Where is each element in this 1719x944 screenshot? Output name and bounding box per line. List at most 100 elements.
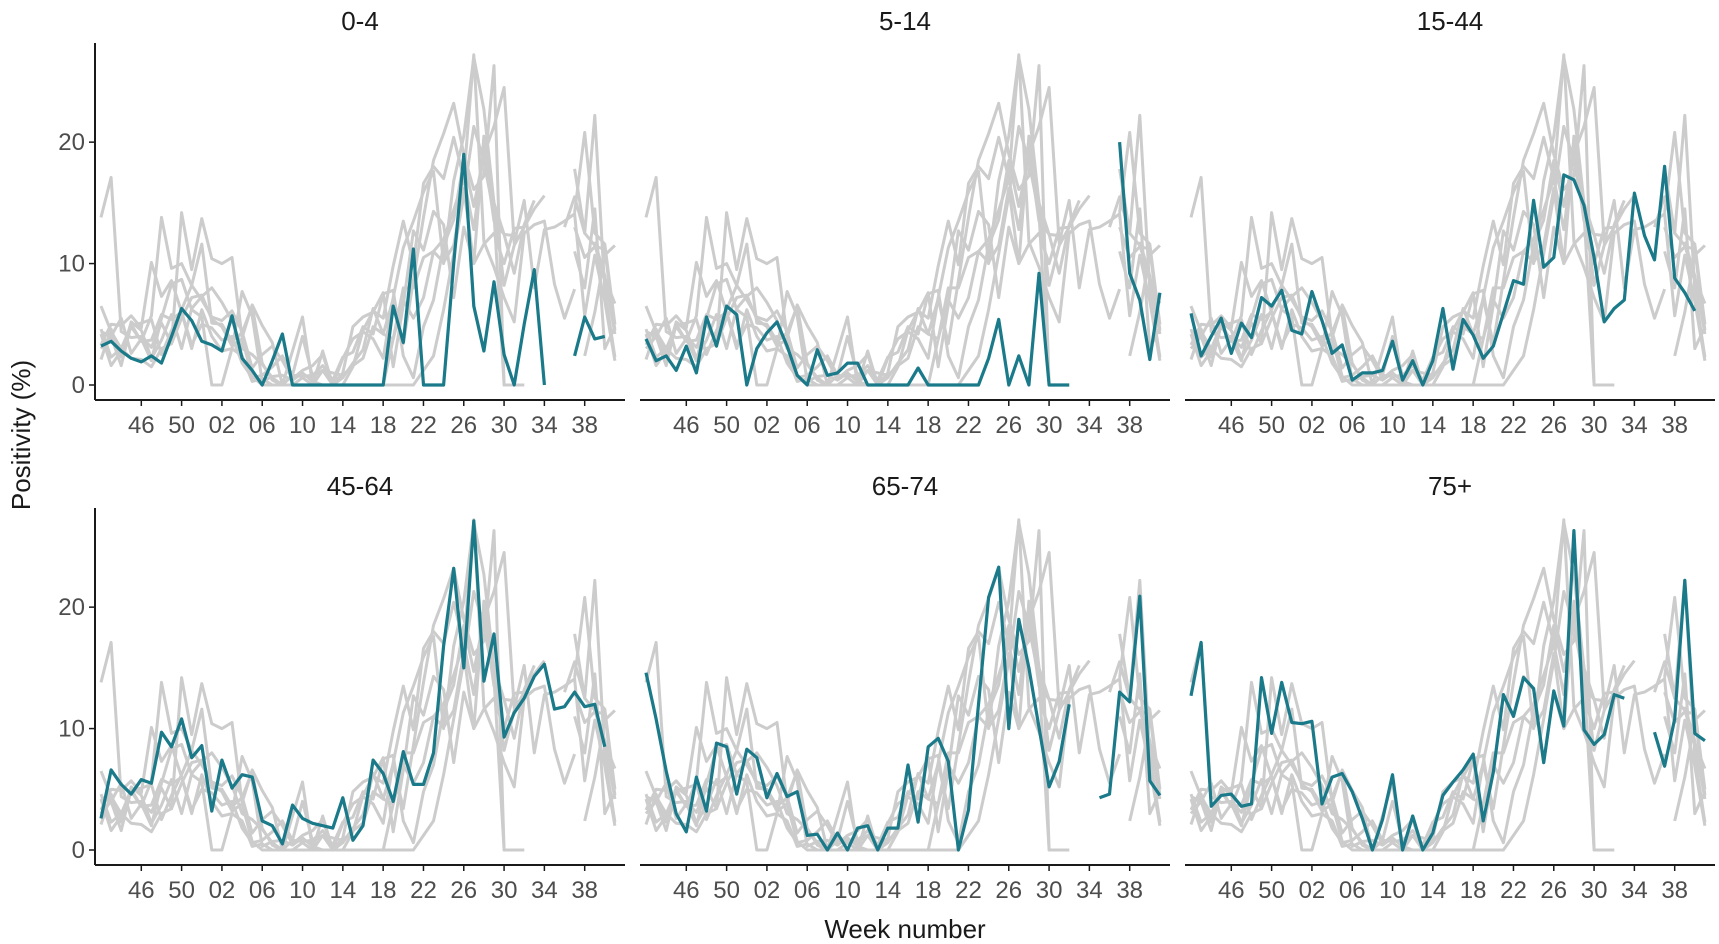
x-tick-label: 30 <box>1036 877 1063 904</box>
x-tick-label: 26 <box>1540 877 1567 904</box>
y-tick-label: 10 <box>58 251 85 278</box>
x-tick-label: 38 <box>1116 877 1143 904</box>
x-tick-label: 06 <box>1339 877 1366 904</box>
x-tick-label: 14 <box>1419 412 1446 439</box>
x-tick-label: 26 <box>450 412 477 439</box>
current-season-line <box>1189 164 1697 387</box>
x-tick-label: 18 <box>915 412 942 439</box>
x-tick-label: 02 <box>754 877 781 904</box>
x-tick-label: 06 <box>794 412 821 439</box>
x-tick-label: 18 <box>915 877 942 904</box>
past-season-line-8 <box>644 589 1161 852</box>
panel-45-64: 45-64 0 10 20 46 50 02 06 10 14 18 22 26 30 34 38 <box>58 471 625 904</box>
x-tick-label: 26 <box>995 877 1022 904</box>
x-tick-label: 02 <box>209 412 236 439</box>
current-season-line <box>1189 529 1706 852</box>
panel-65-74: 65-74 46 50 02 06 10 14 18 22 26 30 34 38 <box>640 471 1170 904</box>
current-season-line <box>100 152 606 387</box>
x-tick-label: 50 <box>168 877 195 904</box>
x-tick-label: 34 <box>1076 877 1103 904</box>
past-season-line-8 <box>1189 124 1706 387</box>
panel-15-44: 15-44 46 50 02 06 10 14 18 22 26 30 34 38 <box>1185 6 1715 439</box>
panel-title: 0-4 <box>341 6 379 36</box>
x-tick-label: 10 <box>1379 877 1406 904</box>
x-tick-label: 34 <box>1621 877 1648 904</box>
y-tick-label: 20 <box>58 594 85 621</box>
x-tick-label: 10 <box>289 412 316 439</box>
x-tick-label: 02 <box>1299 412 1326 439</box>
x-tick-label: 06 <box>1339 412 1366 439</box>
panel-0-4: 0-4 0 10 20 46 50 02 06 10 14 18 22 26 30 34 38 <box>58 6 625 439</box>
x-tick-label: 18 <box>370 877 397 904</box>
x-tick-label: 10 <box>1379 412 1406 439</box>
current-season-line <box>644 565 1162 852</box>
x-tick-label: 50 <box>168 412 195 439</box>
x-tick-label: 38 <box>571 412 598 439</box>
x-tick-label: 18 <box>1460 877 1487 904</box>
x-tick-label: 50 <box>713 412 740 439</box>
x-tick-label: 14 <box>1419 877 1446 904</box>
past-season-line-5 <box>99 64 617 387</box>
x-tick-label: 26 <box>995 412 1022 439</box>
x-tick-label: 30 <box>1581 877 1608 904</box>
x-tick-label: 50 <box>713 877 740 904</box>
x-tick-label: 14 <box>874 877 901 904</box>
y-axis-title: Positivity (%) <box>6 360 36 510</box>
x-tick-label: 22 <box>955 412 982 439</box>
x-tick-label: 38 <box>571 877 598 904</box>
x-tick-label: 34 <box>531 877 558 904</box>
x-axis-title: Week number <box>824 914 986 944</box>
x-tick-label: 30 <box>1036 412 1063 439</box>
past-season-line-5 <box>644 64 1162 387</box>
x-tick-label: 34 <box>1621 412 1648 439</box>
x-tick-label: 50 <box>1258 877 1285 904</box>
x-tick-label: 18 <box>1460 412 1487 439</box>
current-season-line <box>644 141 1162 387</box>
x-tick-label: 10 <box>289 877 316 904</box>
panel-75+: 75+ 46 50 02 06 10 14 18 22 26 30 34 38 <box>1185 471 1715 904</box>
x-tick-label: 46 <box>673 412 700 439</box>
x-tick-label: 22 <box>410 412 437 439</box>
y-tick-label: 0 <box>72 837 85 864</box>
panel-5-14: 5-14 46 50 02 06 10 14 18 22 26 30 34 38 <box>640 6 1170 439</box>
x-tick-label: 38 <box>1661 877 1688 904</box>
x-tick-label: 22 <box>1500 877 1527 904</box>
y-tick-label: 20 <box>58 129 85 156</box>
x-tick-label: 18 <box>370 412 397 439</box>
x-tick-label: 38 <box>1116 412 1143 439</box>
x-tick-label: 34 <box>531 412 558 439</box>
panel-title: 65-74 <box>872 471 939 501</box>
x-tick-label: 14 <box>874 412 901 439</box>
x-tick-label: 22 <box>410 877 437 904</box>
x-tick-label: 02 <box>209 877 236 904</box>
x-tick-label: 02 <box>754 412 781 439</box>
x-tick-label: 22 <box>955 877 982 904</box>
x-tick-label: 38 <box>1661 412 1688 439</box>
x-tick-label: 10 <box>834 877 861 904</box>
x-tick-label: 50 <box>1258 412 1285 439</box>
x-tick-label: 30 <box>491 877 518 904</box>
current-season-line <box>99 519 607 846</box>
y-tick-label: 0 <box>72 372 85 399</box>
x-tick-label: 46 <box>128 877 155 904</box>
x-tick-label: 06 <box>249 412 276 439</box>
x-tick-label: 26 <box>1540 412 1567 439</box>
x-tick-label: 02 <box>1299 877 1326 904</box>
x-tick-label: 14 <box>329 412 356 439</box>
x-tick-label: 06 <box>794 877 821 904</box>
panel-title: 5-14 <box>879 6 931 36</box>
x-tick-label: 34 <box>1076 412 1103 439</box>
x-tick-label: 30 <box>491 412 518 439</box>
x-tick-label: 06 <box>249 877 276 904</box>
x-tick-label: 46 <box>673 877 700 904</box>
panel-title: 75+ <box>1428 471 1472 501</box>
x-tick-label: 46 <box>128 412 155 439</box>
x-tick-label: 46 <box>1218 877 1245 904</box>
x-tick-label: 10 <box>834 412 861 439</box>
panel-title: 45-64 <box>327 471 394 501</box>
past-season-line-8 <box>99 589 616 852</box>
x-tick-label: 30 <box>1581 412 1608 439</box>
x-tick-label: 22 <box>1500 412 1527 439</box>
x-tick-label: 14 <box>329 877 356 904</box>
